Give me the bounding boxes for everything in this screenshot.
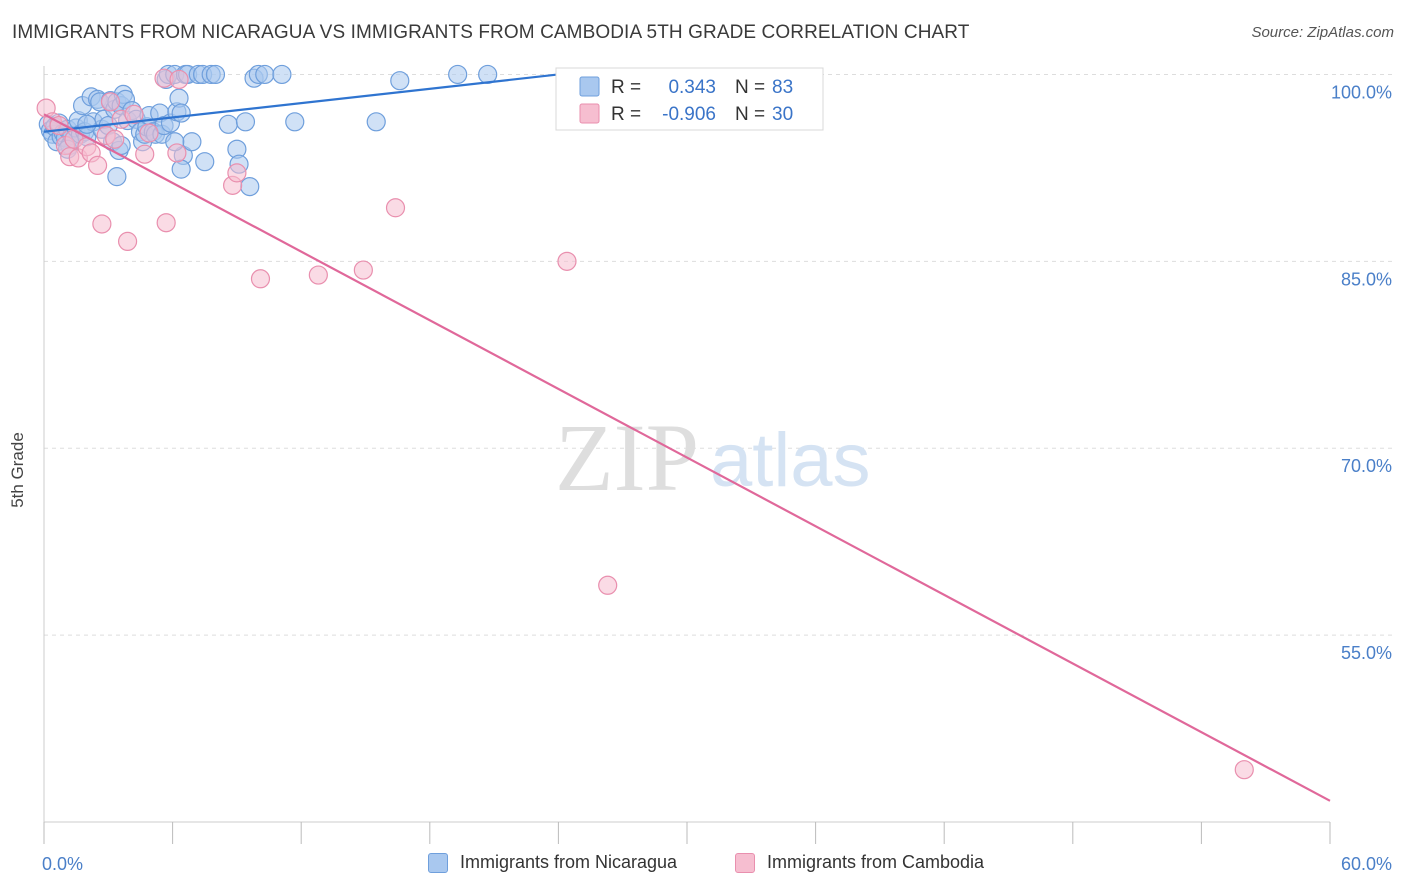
point-nicaragua	[218, 114, 238, 134]
legend-r-label-2: R =	[611, 104, 641, 125]
point-cambodia	[135, 144, 155, 164]
point-nicaragua	[182, 132, 202, 152]
legend-top-swatch-blue	[579, 76, 600, 97]
point-cambodia	[557, 251, 577, 271]
point-cambodia	[124, 104, 144, 124]
point-cambodia	[308, 265, 328, 285]
trend-line-nicaragua	[43, 73, 559, 133]
point-cambodia	[250, 269, 271, 289]
point-nicaragua	[205, 64, 226, 85]
point-cambodia	[105, 129, 125, 149]
legend-n-label-1: N =	[735, 77, 765, 98]
x-tick-label: 60.0%	[1341, 854, 1392, 874]
point-nicaragua	[240, 176, 260, 197]
point-cambodia	[139, 123, 159, 143]
axes	[43, 66, 1331, 844]
point-nicaragua	[366, 112, 386, 132]
tick-labels: 100.0% 85.0% 70.0% 55.0% 0.0% 60.0%	[42, 82, 1392, 874]
legend-r-label-1: R =	[611, 77, 641, 98]
legend-r-value-1: 0.343	[668, 77, 716, 98]
point-nicaragua	[448, 64, 468, 85]
legend-top-swatch-pink	[579, 103, 600, 124]
chart-title: IMMIGRANTS FROM NICARAGUA VS IMMIGRANTS …	[12, 22, 970, 43]
legend-n-value-2: 30	[772, 104, 793, 125]
legend-item-nicaragua[interactable]: Immigrants from Nicaragua	[428, 852, 677, 873]
y-tick-label: 55.0%	[1341, 643, 1392, 663]
point-nicaragua	[272, 64, 292, 85]
legend-top: R = 0.343 N = 83 R = -0.906 N = 30	[555, 67, 824, 131]
point-cambodia	[92, 214, 112, 234]
point-nicaragua	[255, 64, 275, 85]
legend-bottom: Immigrants from Nicaragua Immigrants fro…	[0, 850, 1406, 880]
legend-n-label-2: N =	[735, 104, 765, 125]
point-nicaragua	[171, 159, 191, 179]
point-nicaragua	[195, 152, 215, 172]
legend-label-nicaragua: Immigrants from Nicaragua	[460, 852, 678, 872]
point-nicaragua	[235, 112, 256, 132]
point-nicaragua	[171, 103, 191, 123]
source-label: Source: ZipAtlas.com	[1251, 24, 1394, 41]
point-cambodia	[385, 198, 406, 218]
point-nicaragua	[390, 71, 410, 91]
legend-swatch-cambodia	[735, 852, 755, 873]
point-nicaragua	[285, 112, 305, 132]
legend-n-value-1: 83	[772, 77, 793, 98]
legend-item-cambodia[interactable]: Immigrants from Cambodia	[735, 852, 984, 873]
legend-r-value-2: -0.906	[662, 104, 716, 125]
trend-line-cambodia	[43, 113, 1331, 802]
point-cambodia	[117, 231, 138, 252]
point-cambodia	[100, 92, 121, 112]
y-tick-label: 100.0%	[1331, 82, 1392, 102]
trend-lines	[43, 73, 1331, 802]
point-cambodia	[169, 69, 189, 90]
legend-swatch-nicaragua	[428, 852, 448, 873]
point-cambodia	[156, 213, 176, 233]
point-cambodia	[598, 575, 618, 595]
legend-label-cambodia: Immigrants from Cambodia	[767, 852, 985, 872]
y-tick-label: 85.0%	[1341, 269, 1392, 289]
watermark-atlas: atlas	[710, 418, 871, 503]
y-tick-label: 70.0%	[1341, 456, 1392, 476]
watermark: ZIP atlas	[555, 404, 871, 511]
point-cambodia	[227, 163, 247, 183]
point-cambodia	[87, 155, 108, 176]
point-nicaragua	[107, 167, 127, 187]
point-cambodia	[167, 143, 187, 163]
point-cambodia	[353, 260, 373, 280]
point-nicaragua	[478, 64, 498, 85]
point-nicaragua	[77, 114, 97, 134]
x-tick-label: 0.0%	[42, 854, 83, 874]
point-cambodia	[1234, 760, 1254, 780]
watermark-zip: ZIP	[555, 404, 699, 511]
